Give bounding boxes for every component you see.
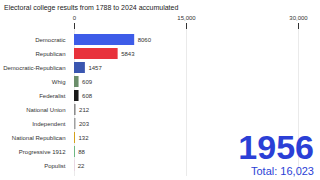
svg-text:Independent: Independent (32, 121, 66, 127)
svg-text:National Union: National Union (26, 107, 65, 113)
svg-text:Federalist: Federalist (39, 93, 66, 99)
svg-text:National Republican: National Republican (12, 135, 66, 141)
svg-text:212: 212 (79, 107, 90, 113)
svg-text:5843: 5843 (121, 51, 135, 57)
svg-text:30,000: 30,000 (289, 15, 308, 21)
html-text:1956: 1956 (238, 128, 314, 166)
svg-text:132: 132 (78, 135, 89, 141)
svg-text:15,000: 15,000 (177, 15, 196, 21)
svg-text:609: 609 (82, 79, 93, 85)
svg-text:22: 22 (78, 163, 85, 169)
svg-text:8060: 8060 (138, 37, 152, 43)
svg-text:1457: 1457 (88, 65, 102, 71)
svg-text:203: 203 (79, 121, 90, 127)
html-text:Electoral college results from: Electoral college results from 1788 to 2… (4, 4, 179, 11)
svg-text:Republican: Republican (35, 51, 65, 57)
svg-text:Progressive 1912: Progressive 1912 (19, 149, 66, 155)
svg-text:Democratic-Republican: Democratic-Republican (3, 65, 65, 71)
svg-text:88: 88 (78, 149, 85, 155)
svg-text:Populist: Populist (44, 163, 66, 169)
svg-text:Democratic: Democratic (35, 37, 65, 43)
svg-text:Whig: Whig (52, 79, 66, 85)
svg-text:0: 0 (73, 15, 77, 21)
html-text:Total: 16,023: Total: 16,023 (251, 165, 314, 177)
svg-text:608: 608 (82, 93, 93, 99)
